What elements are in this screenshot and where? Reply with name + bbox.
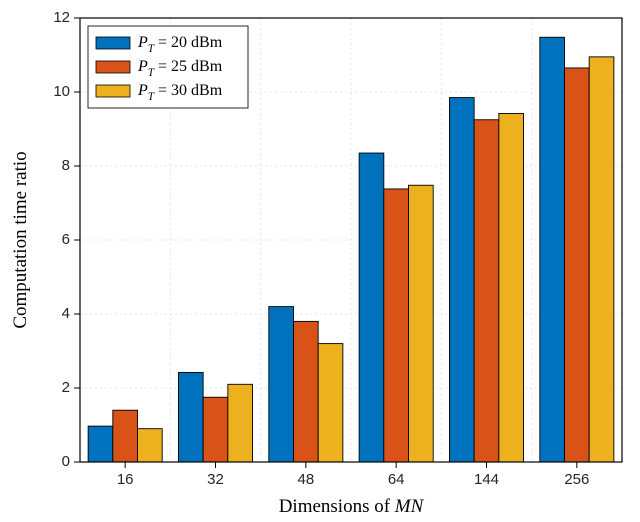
- bar: [564, 68, 589, 462]
- legend-swatch: [96, 85, 130, 97]
- x-tick-label: 32: [207, 471, 224, 488]
- bar: [269, 307, 294, 462]
- bar: [318, 344, 343, 462]
- bar: [540, 37, 565, 462]
- y-tick-label: 8: [62, 157, 70, 174]
- bar: [138, 429, 163, 462]
- bar: [589, 57, 614, 462]
- y-tick-label: 10: [53, 83, 70, 100]
- bar: [499, 113, 524, 462]
- bar: [203, 397, 228, 462]
- legend-swatch: [96, 37, 130, 49]
- x-tick-label: 256: [564, 471, 589, 488]
- y-tick-label: 4: [62, 305, 70, 322]
- y-tick-label: 0: [62, 453, 70, 470]
- y-tick-label: 2: [62, 379, 70, 396]
- x-tick-label: 48: [297, 471, 314, 488]
- bar: [409, 185, 434, 462]
- bar: [293, 321, 318, 462]
- y-axis-label: Computation time ratio: [10, 151, 31, 328]
- bar: [359, 153, 384, 462]
- y-tick-label: 6: [62, 231, 70, 248]
- y-tick-label: 12: [53, 9, 70, 26]
- bar: [474, 120, 499, 462]
- x-tick-label: 144: [474, 471, 499, 488]
- bar: [88, 426, 113, 462]
- bar: [113, 410, 138, 462]
- legend-swatch: [96, 61, 130, 73]
- x-axis-label: Dimensions of MN: [279, 496, 425, 517]
- chart-container: 0 2 4 6 8 10 12 16 32 48 64 144 256 Computation time …: [0, 0, 640, 522]
- bar: [384, 189, 409, 462]
- x-tick-label: 64: [388, 471, 405, 488]
- bar: [228, 384, 253, 462]
- bar-chart: 0 2 4 6 8 10 12 16 32 48 64 144 256 Computation time …: [0, 0, 640, 522]
- x-tick-label: 16: [117, 471, 134, 488]
- legend: PT = 20 dBmPT = 25 dBmPT = 30 dBm: [88, 26, 248, 108]
- bar: [178, 372, 203, 462]
- bar: [449, 98, 474, 462]
